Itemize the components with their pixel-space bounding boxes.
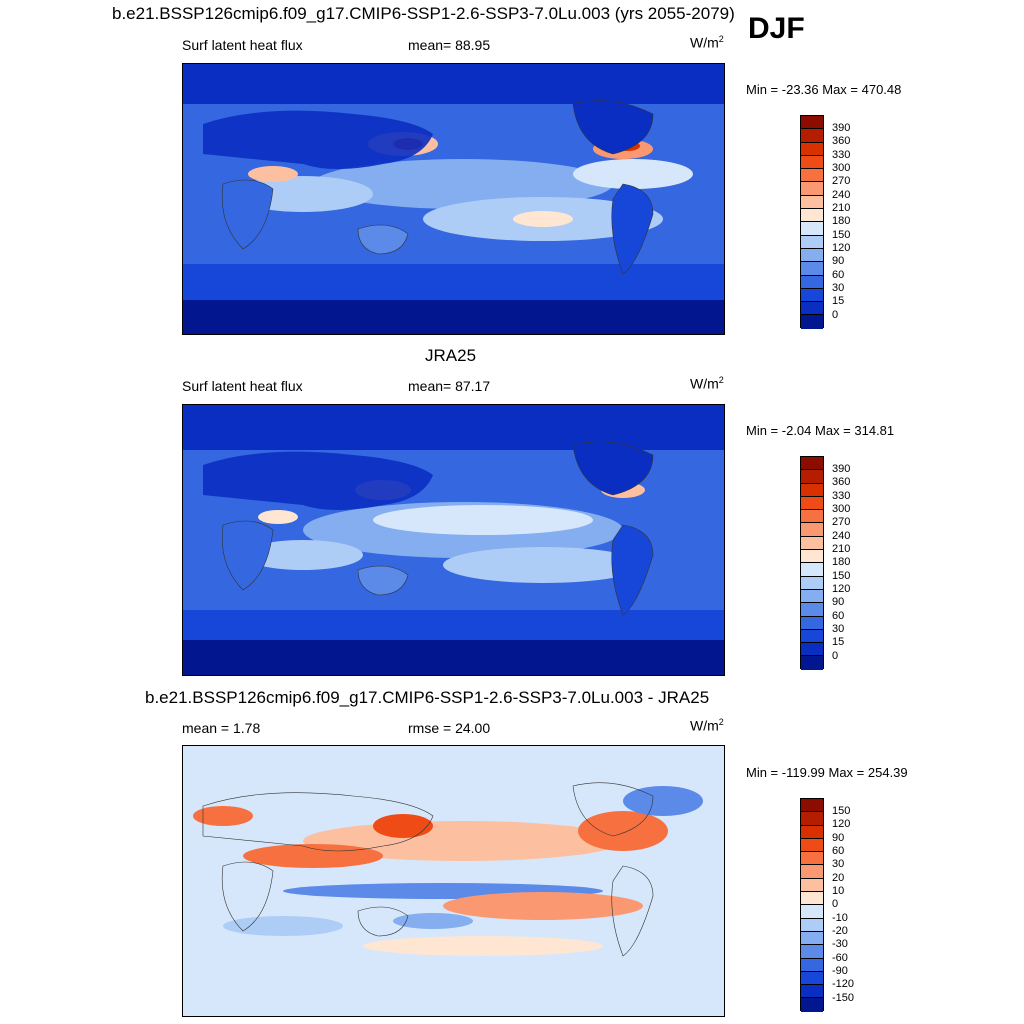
tick: 15 bbox=[832, 295, 845, 307]
tick: -90 bbox=[832, 965, 848, 977]
tick: 360 bbox=[832, 135, 851, 147]
tick: 210 bbox=[832, 543, 851, 555]
tick: 330 bbox=[832, 490, 851, 502]
panel3-minmax: Min = -119.99 Max = 254.39 bbox=[746, 765, 908, 780]
tick: 210 bbox=[832, 202, 851, 214]
tick: 0 bbox=[832, 650, 839, 662]
tick: 270 bbox=[832, 516, 851, 528]
tick: 180 bbox=[832, 215, 851, 227]
panel2-map bbox=[182, 404, 725, 676]
tick: 30 bbox=[832, 623, 845, 635]
tick: 10 bbox=[832, 885, 845, 897]
panel2-units: W/m2 bbox=[690, 375, 724, 392]
tick: 120 bbox=[832, 818, 851, 830]
tick: 60 bbox=[832, 845, 845, 857]
panel2-mean-label: mean= 87.17 bbox=[408, 378, 491, 394]
panel3-title: b.e21.BSSP126cmip6.f09_g17.CMIP6-SSP1-2.… bbox=[145, 688, 710, 707]
season-label: DJF bbox=[748, 12, 805, 45]
tick: 30 bbox=[832, 858, 845, 870]
tick: 300 bbox=[832, 503, 851, 515]
panel1-colorbar bbox=[800, 115, 824, 329]
panel1-title: b.e21.BSSP126cmip6.f09_g17.CMIP6-SSP1-2.… bbox=[112, 4, 735, 23]
tick: 120 bbox=[832, 583, 851, 595]
tick: 60 bbox=[832, 269, 845, 281]
tick: 30 bbox=[832, 282, 845, 294]
tick: 300 bbox=[832, 162, 851, 174]
tick: 120 bbox=[832, 242, 851, 254]
tick: -20 bbox=[832, 925, 848, 937]
tick: -60 bbox=[832, 952, 848, 964]
tick: 90 bbox=[832, 255, 845, 267]
panel1-units: W/m2 bbox=[690, 34, 724, 51]
tick: 240 bbox=[832, 189, 851, 201]
tick: 90 bbox=[832, 832, 845, 844]
tick: 390 bbox=[832, 122, 851, 134]
panel2-minmax: Min = -2.04 Max = 314.81 bbox=[746, 423, 895, 438]
panel3-map bbox=[182, 745, 725, 1017]
tick: -120 bbox=[832, 978, 855, 990]
tick: 20 bbox=[832, 872, 845, 884]
tick: -30 bbox=[832, 938, 848, 950]
tick: 0 bbox=[832, 309, 839, 321]
panel3-mean-label: mean = 1.78 bbox=[182, 720, 261, 736]
tick: 90 bbox=[832, 596, 845, 608]
panel2-left-label: Surf latent heat flux bbox=[182, 378, 303, 394]
tick: 390 bbox=[832, 463, 851, 475]
tick: 0 bbox=[832, 898, 839, 910]
tick: 240 bbox=[832, 530, 851, 542]
tick: 60 bbox=[832, 610, 845, 622]
panel1-map bbox=[182, 63, 725, 335]
tick: 330 bbox=[832, 149, 851, 161]
tick: 150 bbox=[832, 805, 851, 817]
tick: -150 bbox=[832, 992, 855, 1004]
tick: -10 bbox=[832, 912, 848, 924]
panel1-mean-label: mean= 88.95 bbox=[408, 37, 491, 53]
panel1-minmax: Min = -23.36 Max = 470.48 bbox=[746, 82, 902, 97]
panel1-left-label: Surf latent heat flux bbox=[182, 37, 303, 53]
tick: 270 bbox=[832, 175, 851, 187]
panel3-colorbar bbox=[800, 798, 824, 1012]
panel3-rmse-label: rmse = 24.00 bbox=[408, 720, 491, 736]
tick: 360 bbox=[832, 476, 851, 488]
panel3-units: W/m2 bbox=[690, 717, 724, 734]
tick: 150 bbox=[832, 570, 851, 582]
panel2-colorbar bbox=[800, 456, 824, 670]
tick: 15 bbox=[832, 636, 845, 648]
tick: 180 bbox=[832, 556, 851, 568]
tick: 150 bbox=[832, 229, 851, 241]
panel2-title: JRA25 bbox=[425, 346, 477, 365]
